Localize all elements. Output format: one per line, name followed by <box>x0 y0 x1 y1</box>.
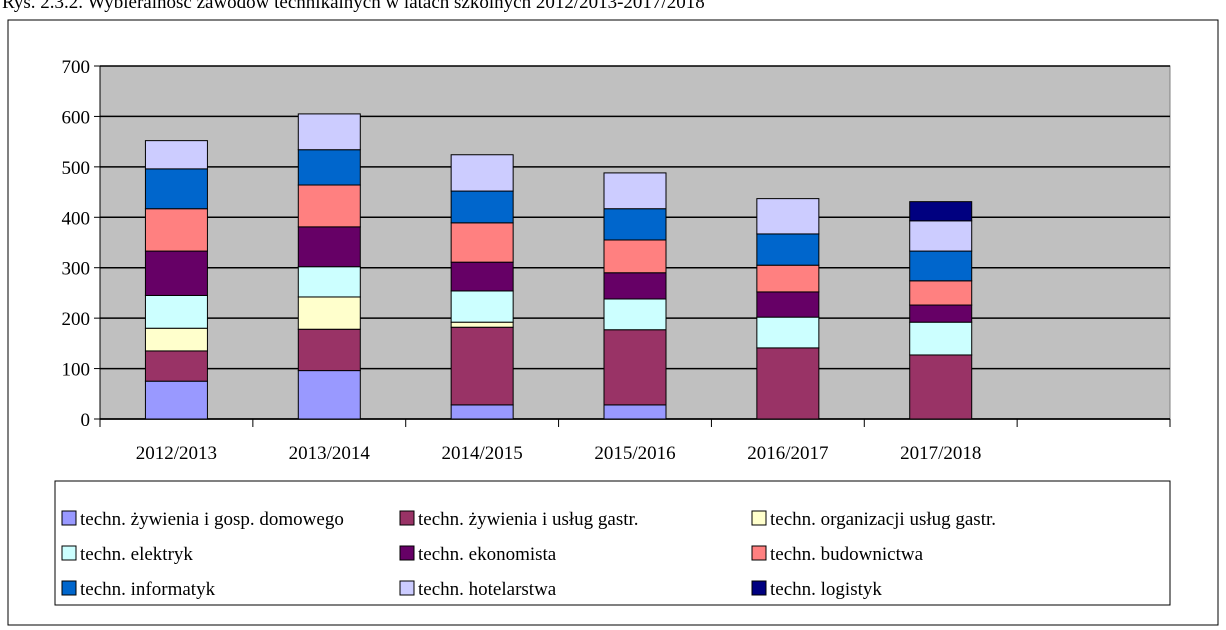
bar-segment <box>144 350 208 382</box>
x-tick-label: 2015/2016 <box>594 443 675 464</box>
bar-segment <box>756 233 820 266</box>
bar-segment <box>144 140 208 170</box>
legend-label: techn. elektryk <box>80 544 193 565</box>
x-tick-label: 2013/2014 <box>289 443 371 464</box>
y-tick-label: 200 <box>62 309 91 330</box>
bar-segment <box>450 404 514 420</box>
y-tick-label: 500 <box>62 158 91 179</box>
bar-segment <box>297 226 361 268</box>
bar-segment <box>603 404 667 420</box>
bar-segment <box>450 190 514 224</box>
bar-segment <box>297 296 361 330</box>
legend-label: techn. ekonomista <box>418 544 557 565</box>
x-tick-label: 2016/2017 <box>747 443 828 464</box>
bar-segment <box>756 291 820 318</box>
bar-segment <box>909 220 973 252</box>
bar-segment <box>756 316 820 349</box>
legend-swatch <box>399 510 415 526</box>
bar-segment <box>450 290 514 323</box>
bar-segment <box>603 272 667 300</box>
bar-segment <box>756 264 820 293</box>
y-tick-label: 300 <box>62 259 91 280</box>
legend-box <box>54 480 1171 606</box>
legend-swatch <box>399 545 415 561</box>
bar-segment <box>297 113 361 151</box>
legend-label: techn. żywienia i gosp. domowego <box>80 509 344 530</box>
bar-segment <box>603 208 667 241</box>
bar-segment <box>450 326 514 406</box>
bar-segment <box>144 380 208 420</box>
bar-segment <box>603 298 667 331</box>
bar-segment <box>756 347 820 420</box>
legend-swatch <box>61 545 77 561</box>
legend-swatch <box>751 510 767 526</box>
bar-segment <box>603 172 667 210</box>
bar-segment <box>297 370 361 420</box>
bar-segment <box>909 280 973 306</box>
legend-swatch <box>751 545 767 561</box>
bar-segment <box>909 250 973 282</box>
legend-swatch <box>61 580 77 596</box>
bar-segment <box>297 328 361 372</box>
bar-segment <box>297 266 361 298</box>
y-tick-label: 700 <box>62 57 91 78</box>
bar-segment <box>450 154 514 192</box>
legend-label: techn. budownictwa <box>770 544 924 565</box>
bar-segment <box>297 149 361 186</box>
y-tick-label: 100 <box>62 360 91 381</box>
legend-label: techn. żywienia i usług gastr. <box>418 509 639 530</box>
legend-swatch <box>399 580 415 596</box>
bar-segment <box>144 250 208 296</box>
bar-segment <box>909 354 973 420</box>
bar-segment <box>144 327 208 352</box>
bar-segment <box>756 198 820 235</box>
x-tick-label: 2012/2013 <box>136 443 217 464</box>
bar-segment <box>144 294 208 329</box>
x-tick-label: 2017/2018 <box>900 443 981 464</box>
legend-label: techn. organizacji usług gastr. <box>770 509 996 530</box>
bar-segment <box>909 201 973 222</box>
bar-segment <box>909 321 973 356</box>
y-tick-label: 400 <box>62 208 91 229</box>
bar-segment <box>603 329 667 406</box>
legend-label: techn. hotelarstwa <box>418 579 557 600</box>
x-tick-label: 2014/2015 <box>442 443 523 464</box>
legend-label: techn. logistyk <box>770 579 882 600</box>
bar-segment <box>603 239 667 274</box>
y-tick-label: 600 <box>62 107 91 128</box>
y-tick-label: 0 <box>81 410 91 431</box>
legend-label: techn. informatyk <box>80 579 216 600</box>
chart-title: Rys. 2.3.2. Wybieralność zawodów technik… <box>2 0 705 13</box>
bar-segment <box>450 261 514 292</box>
bar-segment <box>450 321 514 328</box>
bar-segment <box>909 304 973 323</box>
bar-segment <box>297 184 361 228</box>
legend-swatch <box>751 580 767 596</box>
bar-segment <box>144 168 208 210</box>
legend-swatch <box>61 510 77 526</box>
bar-segment <box>144 208 208 252</box>
bar-segment <box>450 222 514 263</box>
